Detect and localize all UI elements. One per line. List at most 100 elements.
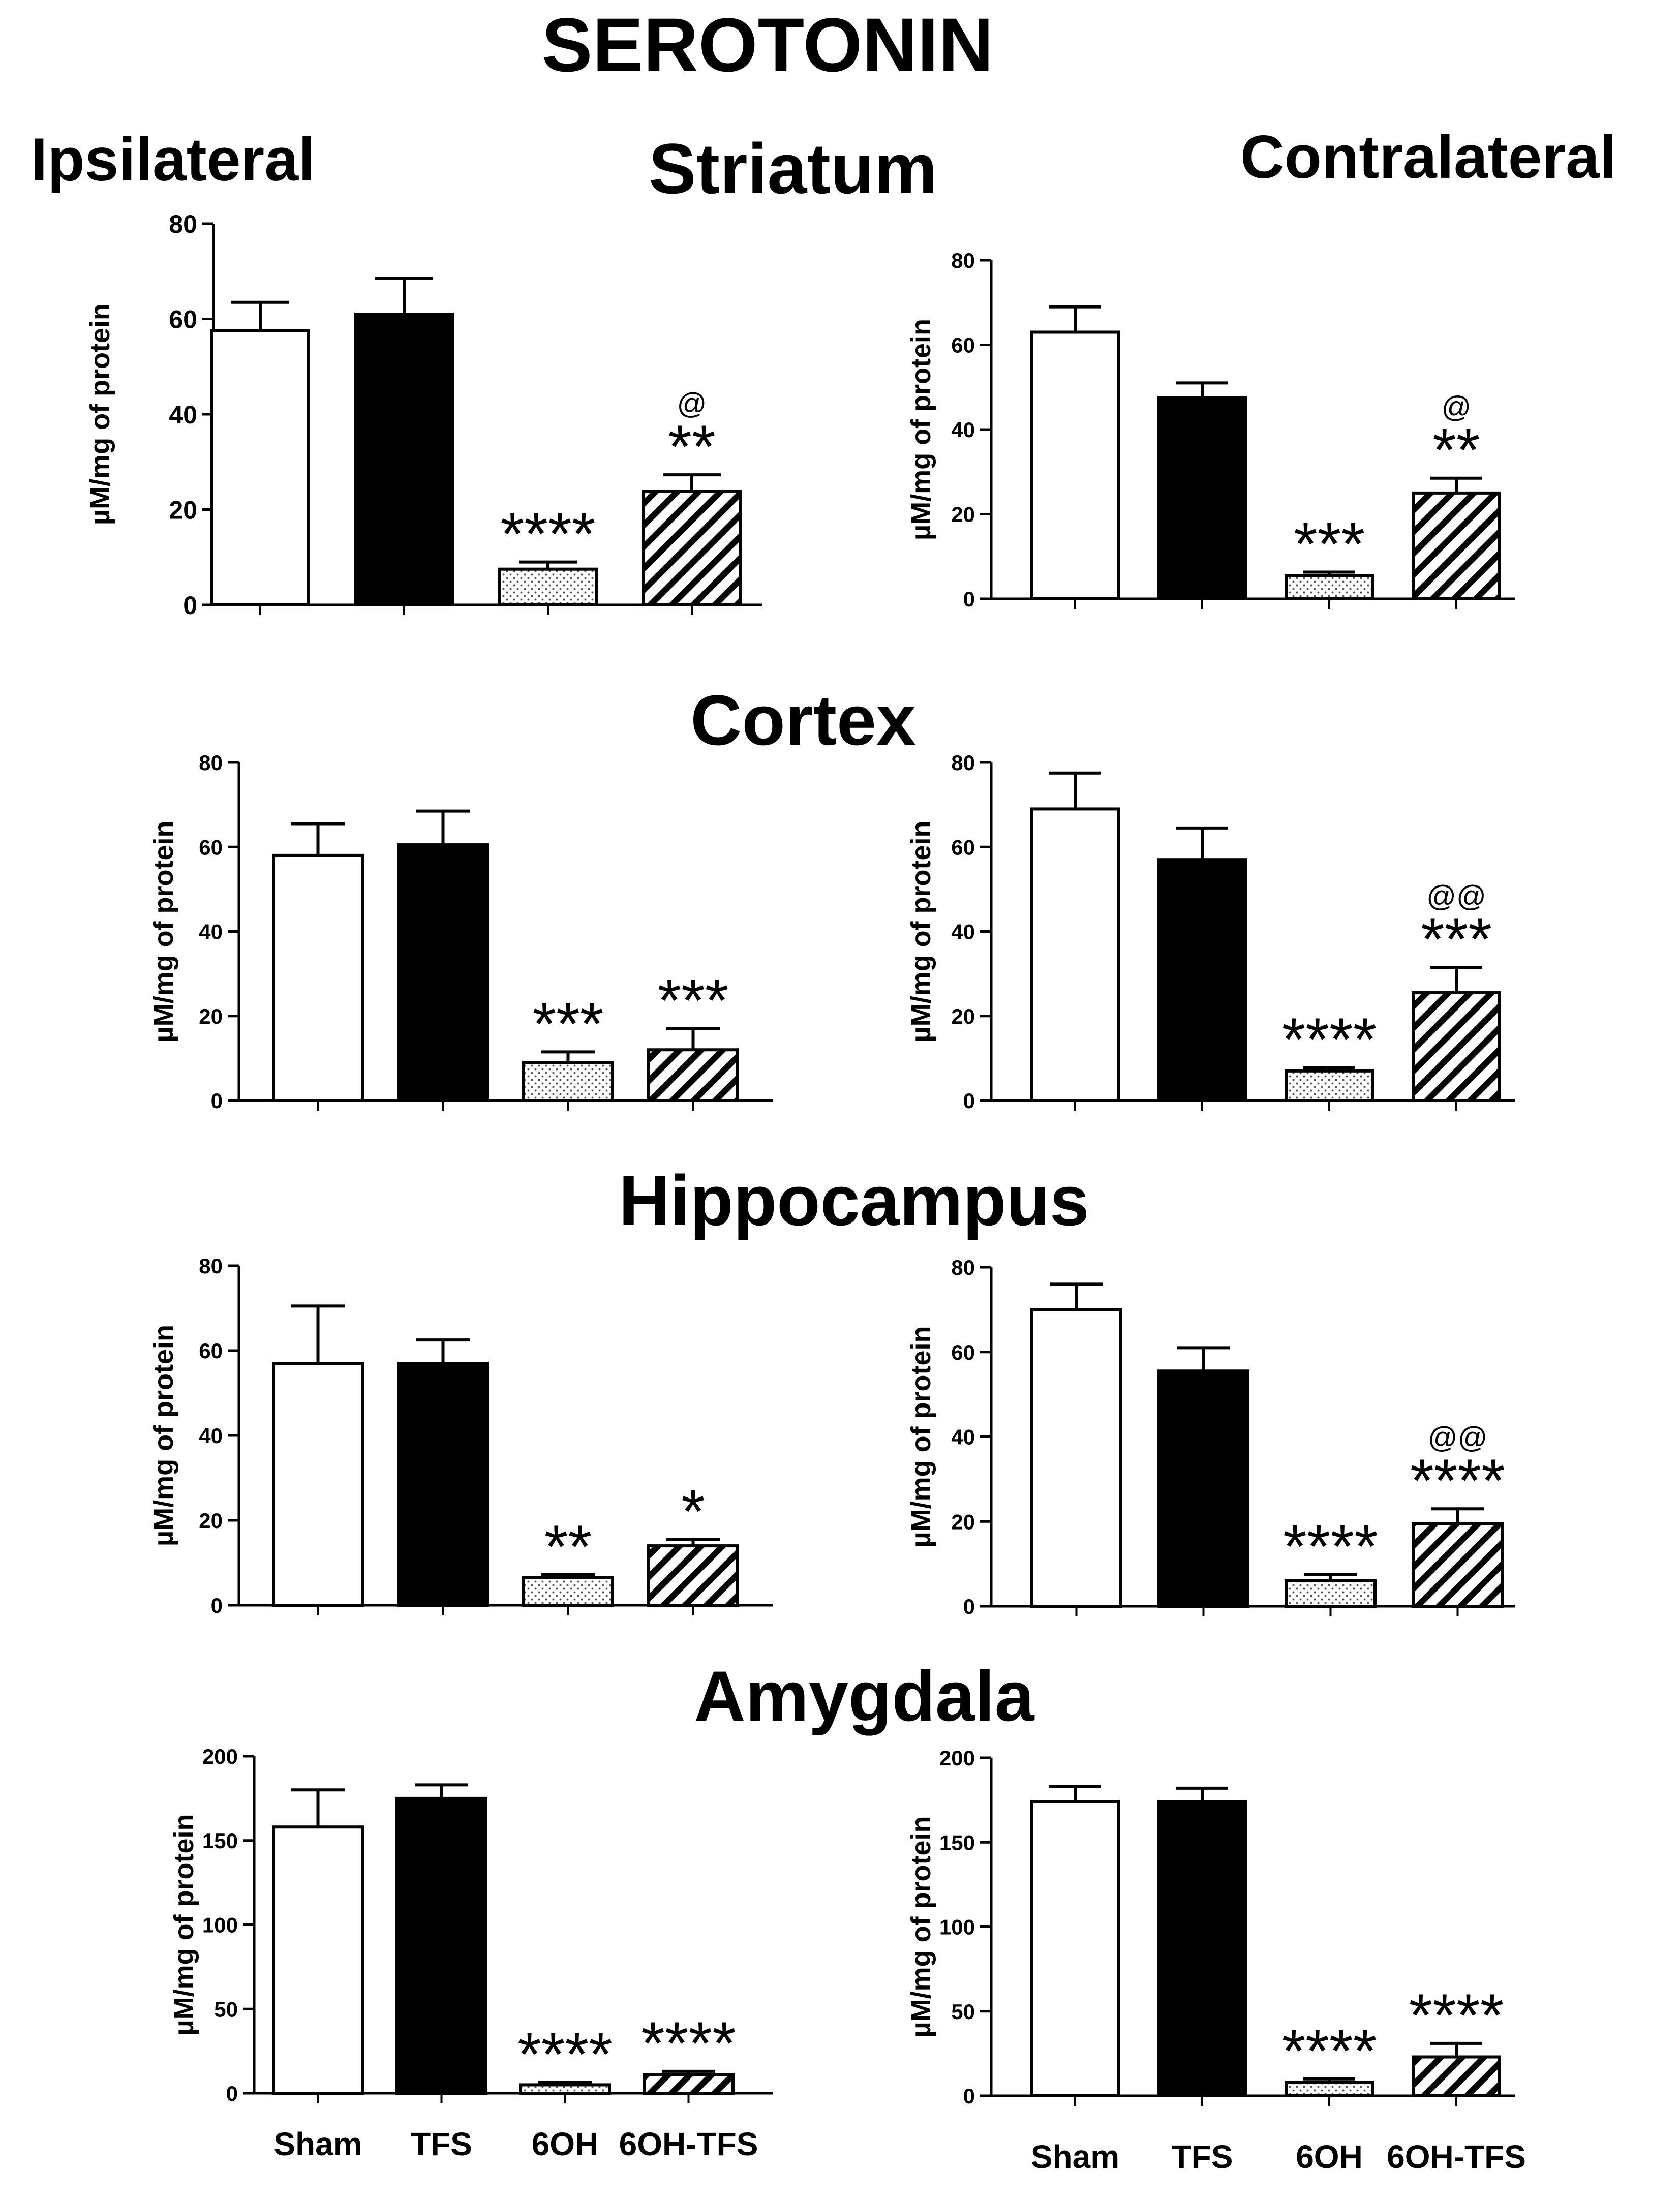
y-tick-label: 80 <box>199 751 223 775</box>
y-tick-label: 20 <box>199 1004 223 1028</box>
vs-tfs-label: @ <box>677 387 707 420</box>
y-tick-label: 20 <box>951 1004 975 1028</box>
significance-label: **** <box>641 2009 736 2077</box>
chart-amygdala-ipsilateral: 0 50 100 150 200 µM/mg of protein Sham TFS **** 6… <box>169 1745 773 2162</box>
region-title-amygdala: Amygdala <box>694 1656 1034 1736</box>
y-tick-label: 60 <box>951 835 975 859</box>
bar-6oh <box>1285 1069 1374 1102</box>
y-tick-label: 60 <box>951 1340 975 1364</box>
x-tick-label: 6OH-TFS <box>619 2126 758 2162</box>
significance-label: *** <box>532 990 603 1058</box>
bar-tfs <box>395 1796 487 2095</box>
bar-6oh <box>1285 574 1374 601</box>
x-tick-label: Sham <box>1031 2138 1119 2175</box>
y-tick-label: 80 <box>169 210 197 238</box>
x-tick-label: 6OH <box>532 2126 599 2162</box>
y-tick-label: 20 <box>951 503 975 527</box>
significance-label: **** <box>501 500 596 568</box>
y-axis-label: µM/mg of protein <box>906 820 936 1042</box>
y-tick-label: 40 <box>951 920 975 944</box>
x-tick-label: TFS <box>1172 2138 1233 2175</box>
significance-label: **** <box>1282 2017 1377 2085</box>
y-tick-label: 200 <box>939 1746 975 1770</box>
significance-label: **** <box>517 2020 613 2088</box>
y-tick-label: 80 <box>951 249 975 272</box>
y-tick-label: 80 <box>951 1256 975 1279</box>
chart-amygdala-contralateral: 0 50 100 150 200 µM/mg of protein Sham TFS **** 6… <box>906 1746 1526 2175</box>
significance-label: **** <box>1409 1981 1504 2050</box>
y-axis-label: µM/mg of protein <box>906 319 936 540</box>
bar-6oh <box>498 567 598 606</box>
bar-6oh-tfs <box>1412 491 1501 600</box>
y-tick-label: 0 <box>963 587 975 611</box>
y-tick-label: 0 <box>226 2082 238 2105</box>
y-tick-label: 100 <box>939 1915 975 1939</box>
bar-sham <box>1030 1308 1122 1608</box>
y-tick-label: 0 <box>211 1594 223 1617</box>
y-tick-label: 50 <box>214 1997 238 2021</box>
x-tick-label: Sham <box>273 2126 362 2162</box>
bar-sham <box>210 329 310 606</box>
figure-title: SEROTONIN <box>541 2 993 87</box>
bar-tfs <box>397 843 489 1102</box>
bar-sham <box>272 1825 364 2095</box>
significance-label: *** <box>1421 905 1492 973</box>
region-title-cortex: Cortex <box>690 680 915 760</box>
y-tick-label: 60 <box>169 305 197 334</box>
vs-tfs-label: @@ <box>1428 1421 1488 1454</box>
chart-cortex-ipsilateral: 0 20 40 60 80 µM/mg of protein *** *** <box>148 751 773 1113</box>
y-tick-label: 150 <box>202 1829 238 1853</box>
y-tick-label: 40 <box>199 1424 223 1448</box>
bar-tfs <box>1157 858 1247 1102</box>
bar-tfs <box>354 313 454 606</box>
y-tick-label: 60 <box>199 1339 223 1363</box>
bar-6oh-tfs <box>1412 1522 1504 1608</box>
x-tick-label: 6OH-TFS <box>1387 2138 1526 2175</box>
significance-label: **** <box>1410 1447 1505 1515</box>
y-axis-label: µM/mg of protein <box>906 1816 936 2037</box>
bar-6oh-tfs <box>647 1544 739 1607</box>
bar-6oh-tfs <box>1412 991 1501 1102</box>
y-tick-label: 40 <box>951 1425 975 1449</box>
bar-sham <box>1030 807 1120 1102</box>
y-tick-label: 0 <box>183 591 197 620</box>
bar-sham <box>1030 330 1120 600</box>
y-tick-label: 150 <box>939 1830 975 1854</box>
significance-label: *** <box>657 967 728 1035</box>
side-label-ipsilateral: Ipsilateral <box>30 126 315 194</box>
y-tick-label: 0 <box>963 2084 975 2108</box>
bar-6oh-tfs <box>647 1048 739 1102</box>
y-axis-label: µM/mg of protein <box>148 1325 179 1546</box>
region-title-hippocampus: Hippocampus <box>619 1160 1089 1240</box>
significance-label: **** <box>1283 1512 1378 1580</box>
y-tick-label: 0 <box>211 1089 223 1113</box>
significance-label: ** <box>544 1513 592 1581</box>
bar-6oh <box>1285 1579 1377 1608</box>
significance-label: **** <box>1282 1005 1377 1074</box>
region-title-striatum: Striatum <box>649 129 937 208</box>
bar-6oh-tfs <box>642 490 742 606</box>
bar-sham <box>272 853 364 1102</box>
significance-label: ** <box>1432 416 1480 484</box>
bar-sham <box>272 1362 364 1607</box>
y-tick-label: 20 <box>199 1509 223 1533</box>
y-tick-label: 40 <box>951 418 975 442</box>
y-tick-label: 60 <box>199 835 223 859</box>
y-tick-label: 40 <box>169 401 197 429</box>
y-tick-label: 80 <box>199 1254 223 1278</box>
bar-6oh <box>1285 2081 1374 2097</box>
side-label-contralateral: Contralateral <box>1240 123 1616 191</box>
significance-label: *** <box>1294 510 1365 578</box>
y-tick-label: 100 <box>202 1913 238 1937</box>
bar-6oh <box>522 1061 614 1102</box>
y-tick-label: 40 <box>199 920 223 944</box>
bar-6oh <box>519 2083 611 2095</box>
vs-tfs-label: @ <box>1442 391 1472 424</box>
y-tick-label: 80 <box>951 751 975 775</box>
significance-label: ** <box>668 413 715 481</box>
